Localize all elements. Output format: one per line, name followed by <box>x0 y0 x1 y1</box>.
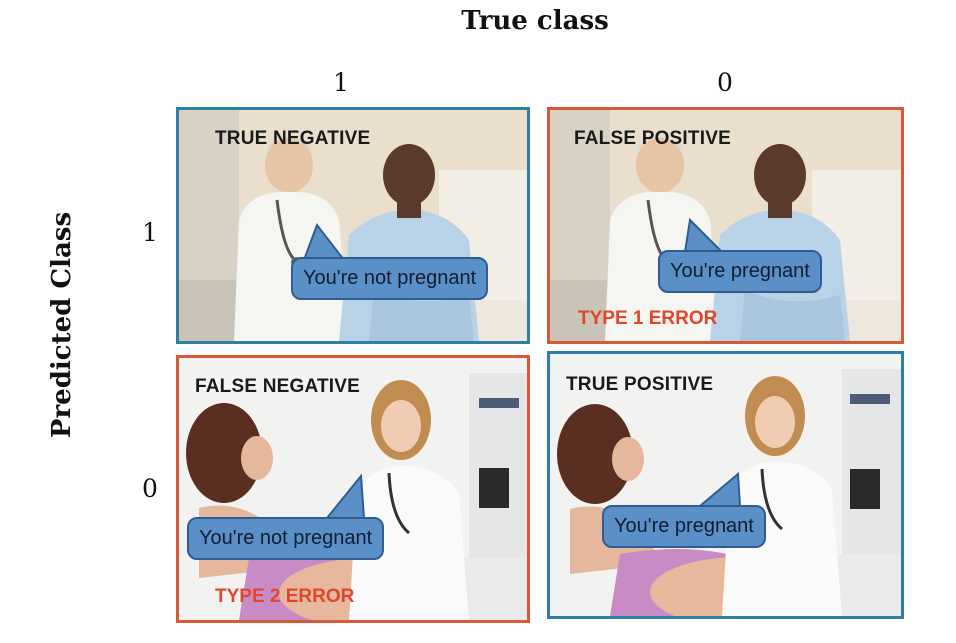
x-axis-title: True class <box>461 6 609 36</box>
speech-bubble: You're not pregnant <box>291 257 489 300</box>
cell-label: TRUE POSITIVE <box>566 374 714 395</box>
cell-label: TRUE NEGATIVE <box>215 128 371 149</box>
scene-doctor-woman-illustration <box>179 358 527 620</box>
x-tick-1: 1 <box>333 68 349 97</box>
cell-false-negative: FALSE NEGATIVE You're not pregnant TYPE … <box>176 355 530 623</box>
cell-true-negative: TRUE NEGATIVE You're not pregnant <box>176 107 530 344</box>
cell-label: FALSE POSITIVE <box>574 128 731 149</box>
y-tick-0: 0 <box>142 474 158 503</box>
error-label: TYPE 1 ERROR <box>578 308 718 329</box>
cell-true-positive: TRUE POSITIVE You're pregnant <box>547 351 904 619</box>
cell-false-positive: FALSE POSITIVE You're pregnant TYPE 1 ER… <box>547 107 904 344</box>
y-tick-1: 1 <box>142 218 158 247</box>
x-tick-0: 0 <box>717 68 733 97</box>
speech-bubble: You're not pregnant <box>187 517 385 560</box>
error-label: TYPE 2 ERROR <box>215 586 355 607</box>
y-axis-title: Predicted Class <box>47 211 77 439</box>
cell-label: FALSE NEGATIVE <box>195 376 361 397</box>
scene-doctor-man-illustration <box>550 110 901 341</box>
speech-bubble: You're pregnant <box>602 505 766 548</box>
speech-bubble: You're pregnant <box>658 250 822 293</box>
